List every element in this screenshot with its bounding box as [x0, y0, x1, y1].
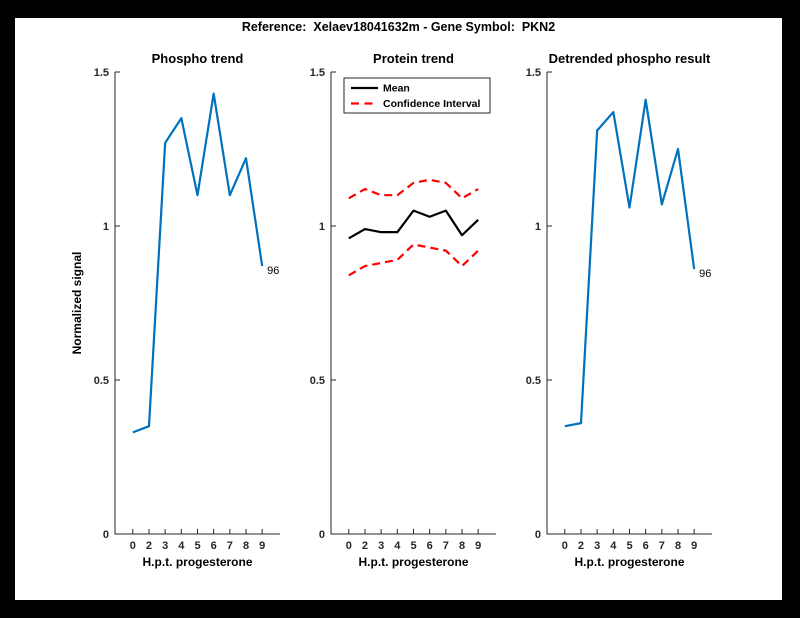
y-tick-label: 0: [319, 529, 325, 541]
subplot-3: 00.511.50 2 3 4 5 6 7 8 9H.p.t. progesteroneDetr…: [526, 51, 712, 569]
y-tick-label: 0: [103, 529, 109, 541]
y-tick-label: 0.5: [94, 375, 109, 387]
mean-line: [348, 209, 479, 240]
x-tick-label: 0: [562, 540, 568, 552]
subplot-title: Phospho trend: [152, 51, 244, 66]
x-tick-label: 3: [594, 540, 600, 552]
ci-lower-line: [348, 243, 479, 277]
figure-title: Reference: Xelaev18041632m - Gene Symbol…: [241, 20, 556, 34]
y-tick-label: 1: [535, 221, 541, 233]
y-axis-label: Normalized signal: [70, 252, 84, 355]
x-axis-label: H.p.t. progesterone: [574, 555, 684, 569]
legend-box: [343, 77, 491, 114]
x-tick-label: 7: [227, 540, 233, 552]
x-tick-label: 0: [130, 540, 136, 552]
legend-entry-label: Mean: [383, 83, 410, 95]
y-tick-label: 1.5: [526, 67, 541, 79]
x-tick-label: 5: [410, 540, 416, 552]
x-tick-label: 4: [394, 540, 401, 552]
y-tick-label: 1.5: [310, 67, 325, 79]
x-tick-label: 6: [643, 540, 649, 552]
x-tick-label: 4: [610, 540, 617, 552]
x-tick-label: 2: [578, 540, 584, 552]
y-tick-label: 1: [103, 221, 109, 233]
x-tick-label: 3: [378, 540, 384, 552]
legend: Mean Confidence Interval: [343, 77, 491, 114]
x-tick-label: 3: [162, 540, 168, 552]
subplots-canvas: 00.511.50 2 3 4 5 6 7 8 9H.p.t. progesteroneNorm…: [70, 51, 712, 569]
axes-spines: [330, 72, 496, 535]
y-tick-label: 0.5: [310, 375, 325, 387]
x-tick-label: 8: [459, 540, 465, 552]
x-tick-label: 9: [691, 540, 697, 552]
figure-canvas: Reference: Xelaev18041632m - Gene Symbol…: [15, 18, 782, 600]
subplot-title: Detrended phospho result: [549, 51, 711, 66]
x-axis-label: H.p.t. progesterone: [142, 555, 252, 569]
x-tick-label: 7: [443, 540, 449, 552]
point-annotation: 96: [699, 268, 711, 280]
x-tick-label: 9: [475, 540, 481, 552]
x-tick-label: 4: [178, 540, 185, 552]
point-annotation: 96: [267, 265, 279, 277]
x-tick-label: 0: [346, 540, 352, 552]
x-tick-label: 2: [362, 540, 368, 552]
detrended-line: [564, 98, 696, 428]
ci-upper-line: [348, 178, 479, 200]
x-tick-label: 5: [626, 540, 632, 552]
axes-spines: [114, 72, 280, 535]
y-tick-label: 0.5: [526, 375, 541, 387]
x-tick-label: 6: [427, 540, 433, 552]
subplot-1: 00.511.50 2 3 4 5 6 7 8 9H.p.t. progesteroneNorm…: [70, 51, 280, 569]
phospho-line: [132, 92, 264, 434]
x-tick-label: 5: [194, 540, 200, 552]
x-tick-label: 9: [259, 540, 265, 552]
x-tick-label: 7: [659, 540, 665, 552]
x-tick-label: 6: [211, 540, 217, 552]
x-tick-label: 8: [243, 540, 249, 552]
subplot-2: 00.511.50 2 3 4 5 6 7 8 9H.p.t. progesteroneProt…: [310, 51, 496, 569]
subplot-title: Protein trend: [373, 51, 454, 66]
y-tick-label: 1: [319, 221, 325, 233]
y-tick-label: 1.5: [94, 67, 109, 79]
x-tick-label: 8: [675, 540, 681, 552]
x-tick-label: 2: [146, 540, 152, 552]
legend-entry-label: Confidence Interval: [383, 98, 481, 110]
axes-spines: [546, 72, 712, 535]
y-tick-label: 0: [535, 529, 541, 541]
x-axis-label: H.p.t. progesterone: [358, 555, 468, 569]
